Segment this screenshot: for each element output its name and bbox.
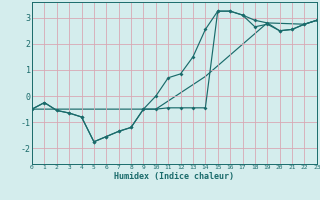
X-axis label: Humidex (Indice chaleur): Humidex (Indice chaleur) [115,172,234,181]
